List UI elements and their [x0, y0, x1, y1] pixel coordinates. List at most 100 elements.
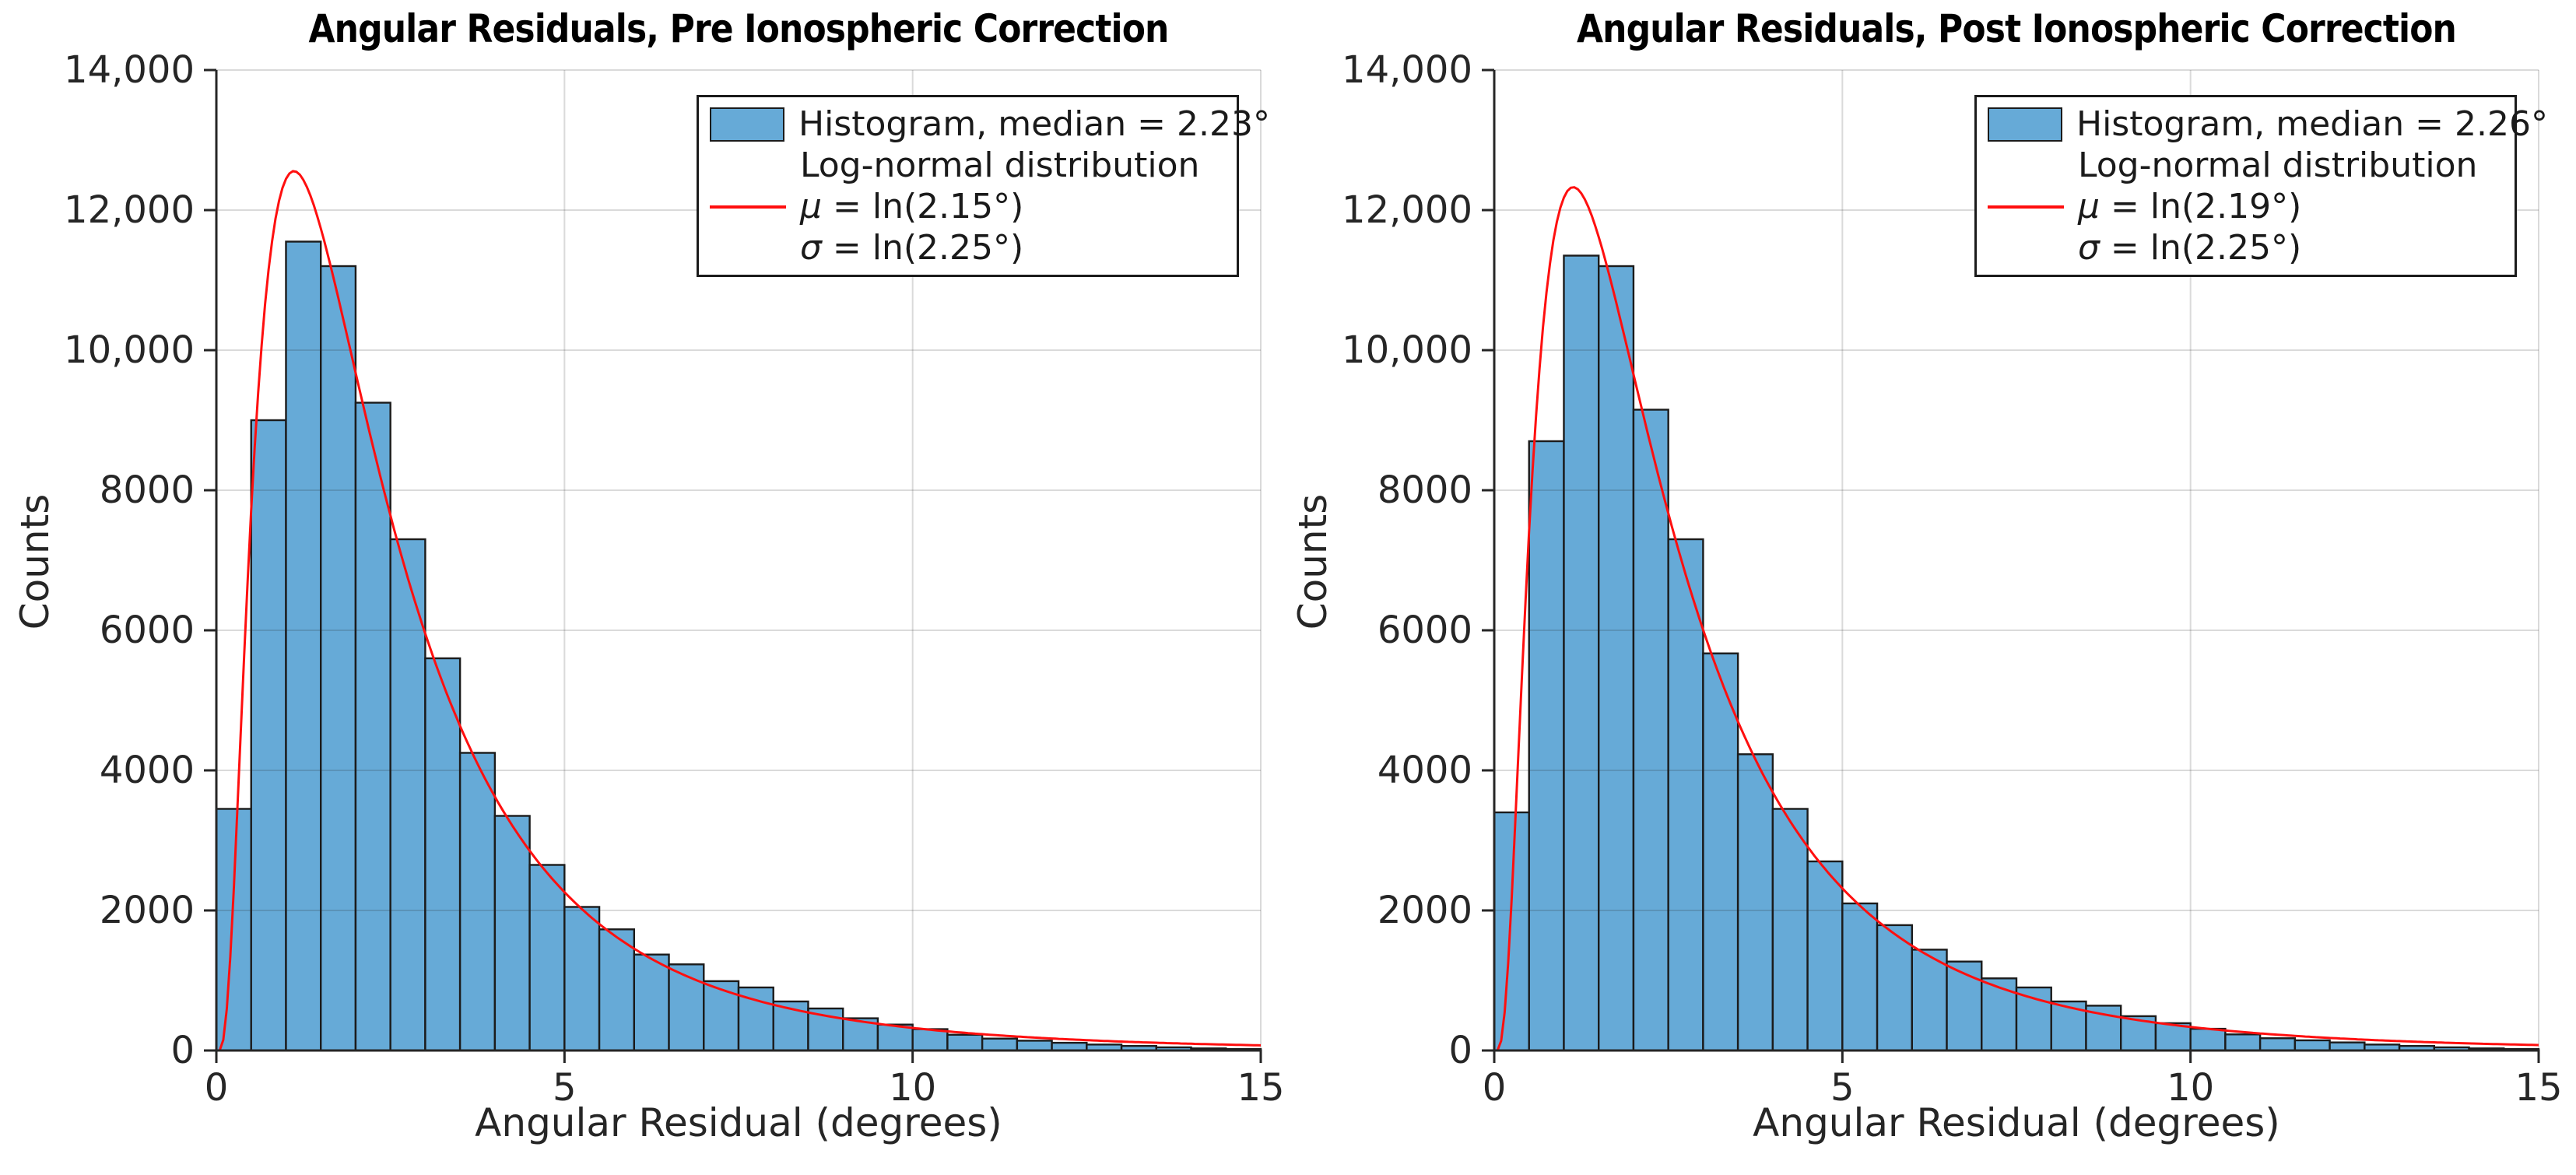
legend-row: μ = ln(2.15°): [710, 186, 1226, 227]
histogram-bar: [1016, 1040, 1053, 1052]
legend-fit-line-swatch: [710, 205, 786, 209]
histogram-bar: [1702, 652, 1739, 1052]
legend-row: σ = ln(2.25°): [1988, 227, 2504, 268]
histogram-bar: [1597, 265, 1635, 1052]
histogram-bar: [2258, 1037, 2297, 1052]
histogram-bar: [2224, 1033, 2262, 1052]
legend-label: σ = ln(2.25°): [2078, 228, 2302, 268]
y-tick-label: 12,000: [1342, 188, 1472, 232]
fit-curve: [1495, 186, 2539, 1052]
histogram-bar: [1841, 902, 1879, 1052]
histogram-bar: [389, 538, 426, 1052]
x-tick-label: 5: [553, 1066, 577, 1110]
legend-histogram-swatch: [1988, 107, 2062, 142]
histogram-bar: [1806, 860, 1844, 1052]
legend-label: μ = ln(2.19°): [2078, 187, 2302, 226]
x-tick-label: 0: [1483, 1066, 1507, 1110]
legend-swatch-spacer: [1988, 165, 2064, 167]
x-tick-label: 10: [889, 1066, 936, 1110]
chart-panel-1: 0 2000 4000 6000 8000 10,000 12,000 14,000 0 5 10 1…: [1342, 48, 2562, 1110]
histogram-bar: [2154, 1022, 2192, 1052]
right-y-axis-label: Counts: [1290, 493, 1335, 630]
y-tick-label: 14,000: [1342, 48, 1472, 92]
y-tick-label: 2000: [1377, 889, 1472, 932]
histogram-bar: [981, 1037, 1019, 1052]
histogram-bar: [1946, 960, 1983, 1052]
y-tick-label: 12,000: [64, 188, 195, 232]
histogram-bar: [1563, 254, 1600, 1052]
x-tick-label: 0: [205, 1066, 229, 1110]
histogram-bar: [2189, 1027, 2227, 1052]
y-tick-label: 8000: [100, 468, 195, 512]
x-tick-label: 5: [1830, 1066, 1855, 1110]
y-tick-label: 4000: [1377, 749, 1472, 792]
histogram-bar: [1736, 753, 1774, 1052]
legend-row: Log-normal distribution: [1988, 145, 2504, 186]
histogram-bar: [320, 265, 357, 1052]
x-tick-label: 15: [2515, 1066, 2562, 1110]
histogram-bar: [563, 906, 601, 1052]
histogram-bar: [250, 419, 287, 1052]
histogram-bar: [1911, 949, 1948, 1052]
y-tick-label: 10,000: [64, 328, 195, 372]
histogram-bar: [215, 808, 252, 1052]
legend-swatch-spacer: [1988, 247, 2064, 249]
histogram-bar: [1771, 808, 1809, 1052]
histogram-bar: [1528, 440, 1565, 1052]
legend-label: Log-normal distribution: [2078, 146, 2478, 185]
histogram-bar: [285, 240, 322, 1052]
histogram-bar: [598, 928, 635, 1052]
legend-label: Log-normal distribution: [800, 146, 1200, 185]
left-chart-title: Angular Residuals, Pre Ionospheric Corre…: [308, 6, 1169, 51]
histogram-bar: [458, 752, 497, 1052]
histogram-bar: [703, 980, 740, 1052]
histogram-bar: [2329, 1041, 2366, 1052]
legend-swatch-spacer: [710, 165, 786, 167]
legend-swatch-spacer: [710, 247, 786, 249]
histogram-bar: [1981, 977, 2018, 1052]
y-tick-label: 8000: [1377, 468, 1472, 512]
histogram-bar: [876, 1023, 914, 1052]
histogram-bar: [2293, 1039, 2331, 1052]
legend-fit-line-swatch: [1988, 205, 2064, 209]
legend-label: Histogram, median = 2.23°: [798, 104, 1270, 144]
histogram-bar: [633, 953, 670, 1052]
left-y-axis-label: Counts: [12, 493, 58, 630]
histogram-bar: [528, 864, 566, 1052]
x-tick-label: 15: [1237, 1066, 1284, 1110]
histogram-bar: [911, 1028, 949, 1052]
legend-label: μ = ln(2.15°): [800, 187, 1024, 226]
legend-label: Histogram, median = 2.26°: [2076, 104, 2548, 144]
histogram-bar: [668, 963, 705, 1052]
fit-curve: [217, 170, 1262, 1052]
histogram-bar: [2050, 1000, 2087, 1052]
y-tick-label: 6000: [1377, 609, 1472, 652]
histogram-bar: [424, 657, 462, 1052]
y-tick-label: 14,000: [64, 48, 195, 92]
left-legend-box: Histogram, median = 2.23° Log-normal dist…: [697, 95, 1270, 277]
legend-label: σ = ln(2.25°): [800, 228, 1024, 268]
histogram-bar: [1876, 924, 1913, 1052]
legend-row: Histogram, median = 2.23°: [710, 103, 1270, 145]
legend-row: σ = ln(2.25°): [710, 227, 1226, 268]
legend-histogram-swatch: [710, 107, 784, 142]
x-tick-label: 10: [2167, 1066, 2214, 1110]
histogram-bar: [841, 1017, 879, 1052]
y-tick-label: 2000: [100, 889, 195, 932]
chart-panel-0: 0 2000 4000 6000 8000 10,000 12,000 14,000 0 5 10 1…: [64, 48, 1284, 1110]
y-tick-label: 0: [170, 1029, 195, 1072]
y-tick-label: 10,000: [1342, 328, 1472, 372]
right-x-axis-label: Angular Residual (degrees): [1753, 1100, 2280, 1145]
y-tick-label: 4000: [100, 749, 195, 792]
legend-row: Log-normal distribution: [710, 145, 1226, 186]
right-chart-title: Angular Residuals, Post Ionospheric Corr…: [1576, 6, 2457, 51]
histogram-bar: [946, 1033, 984, 1052]
y-tick-label: 0: [1448, 1029, 1472, 1072]
histogram-bar: [1632, 409, 1669, 1052]
legend-row: Histogram, median = 2.26°: [1988, 103, 2548, 145]
y-tick-label: 6000: [100, 609, 195, 652]
right-legend-box: Histogram, median = 2.26° Log-normal dist…: [1974, 95, 2548, 277]
histogram-bar: [1493, 811, 1530, 1052]
left-x-axis-label: Angular Residual (degrees): [475, 1100, 1002, 1145]
